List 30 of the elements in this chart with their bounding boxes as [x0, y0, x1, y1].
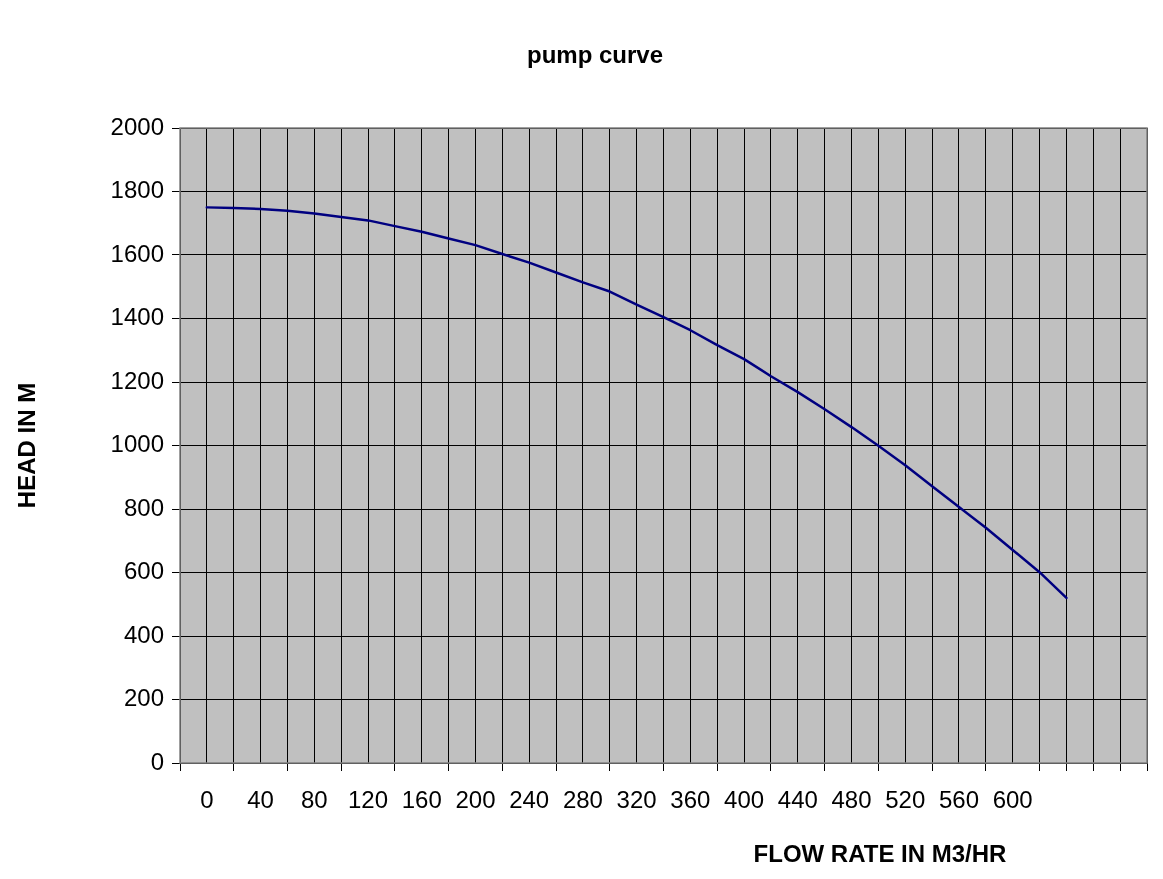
x-axis-title: FLOW RATE IN M3/HR	[753, 839, 1007, 867]
x-tick-label: 80	[300, 786, 328, 814]
x-tick-label: 520	[885, 786, 926, 814]
x-tick-label: 120	[348, 786, 389, 814]
chart-title: pump curve	[526, 40, 664, 68]
y-tick-label: 0	[150, 747, 164, 775]
y-tick-label: 600	[123, 557, 164, 585]
y-tick-label: 800	[123, 493, 164, 521]
y-tick-label: 1600	[110, 239, 164, 267]
y-tick-label: 200	[123, 684, 164, 712]
y-axis-title: HEAD IN M	[12, 382, 40, 509]
x-tick-label: 240	[509, 786, 550, 814]
x-tick-label: 440	[777, 786, 818, 814]
x-tick-label: 200	[455, 786, 496, 814]
y-tick-label: 1400	[110, 303, 164, 331]
y-tick-label: 1200	[110, 366, 164, 394]
x-tick-label: 600	[992, 786, 1033, 814]
x-tick-label: 360	[670, 786, 711, 814]
x-tick-label: 400	[724, 786, 765, 814]
x-tick-label: 160	[401, 786, 442, 814]
x-tick-label: 40	[247, 786, 274, 814]
y-tick-label: 1000	[110, 430, 164, 458]
x-tick-label: 280	[562, 786, 603, 814]
x-tick-label: 0	[200, 786, 214, 814]
y-tick-label: 400	[123, 620, 164, 648]
x-tick-label: 320	[616, 786, 657, 814]
x-tick-label: 480	[831, 786, 872, 814]
x-tick-label: 560	[938, 786, 979, 814]
y-tick-label: 1800	[110, 176, 164, 204]
y-tick-label: 2000	[110, 112, 164, 140]
